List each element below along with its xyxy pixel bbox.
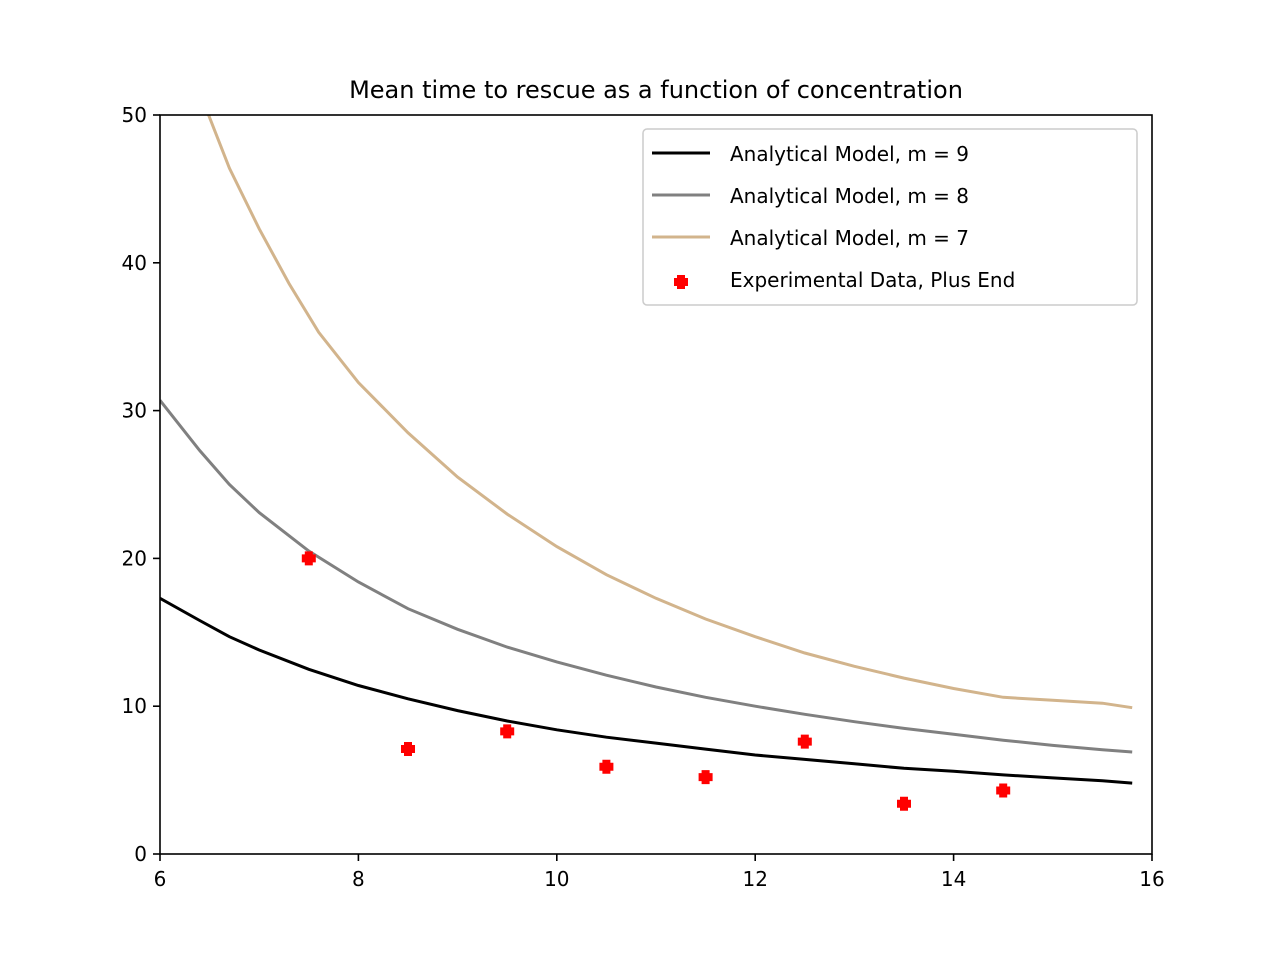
legend-swatch <box>674 275 688 289</box>
x-tick-label: 6 <box>154 867 167 891</box>
x-tick-label: 12 <box>742 867 767 891</box>
series-line-1 <box>160 399 1133 754</box>
plot-area <box>160 115 1133 811</box>
x-tick-label: 14 <box>941 867 966 891</box>
y-tick-label: 0 <box>134 842 147 866</box>
x-tick-label: 8 <box>352 867 365 891</box>
y-tick-label: 30 <box>122 399 147 423</box>
data-point <box>897 796 911 811</box>
data-point <box>797 734 812 749</box>
legend: Analytical Model, m = 9 Analytical Model,… <box>642 128 1138 306</box>
y-tick-label: 40 <box>122 251 147 275</box>
legend-box <box>642 128 1138 306</box>
x-tick-label: 16 <box>1139 867 1164 891</box>
legend-label: Experimental Data, Plus End <box>730 268 1015 292</box>
data-point <box>500 724 515 739</box>
plot-frame <box>159 114 1153 855</box>
data-point <box>301 551 316 566</box>
data-point <box>599 759 614 774</box>
axes: 6 8 10 12 14 16 0 10 20 30 40 50 <box>122 103 1165 891</box>
series-line-2 <box>207 115 1133 710</box>
data-point <box>996 783 1011 798</box>
y-tick-label: 10 <box>122 694 147 718</box>
data-point <box>698 770 713 785</box>
chart-title: Mean time to rescue as a function of con… <box>349 76 963 104</box>
legend-label: Analytical Model, m = 9 <box>730 142 969 166</box>
series-line-0 <box>160 596 1133 785</box>
legend-label: Analytical Model, m = 8 <box>730 184 969 208</box>
y-tick-label: 50 <box>122 103 147 127</box>
legend-label: Analytical Model, m = 7 <box>730 226 969 250</box>
y-tick-label: 20 <box>122 546 147 570</box>
x-tick-label: 10 <box>544 867 569 891</box>
data-point <box>401 742 415 757</box>
